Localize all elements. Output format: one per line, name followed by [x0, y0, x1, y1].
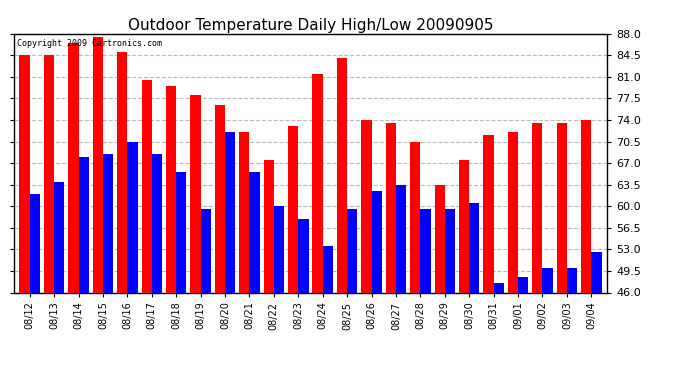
Bar	[201, 209, 211, 292]
Bar	[508, 132, 518, 292]
Bar	[190, 95, 201, 292]
Bar	[542, 268, 553, 292]
Bar	[581, 120, 591, 292]
Bar	[337, 58, 347, 292]
Bar	[239, 132, 250, 292]
Bar	[68, 43, 79, 292]
Bar	[362, 120, 371, 292]
Bar	[128, 142, 137, 292]
Bar	[420, 209, 431, 292]
Bar	[493, 283, 504, 292]
Bar	[117, 52, 128, 292]
Bar	[264, 160, 274, 292]
Bar	[591, 252, 602, 292]
Bar	[79, 157, 89, 292]
Title: Outdoor Temperature Daily High/Low 20090905: Outdoor Temperature Daily High/Low 20090…	[128, 18, 493, 33]
Bar	[410, 142, 420, 292]
Bar	[484, 135, 493, 292]
Bar	[347, 209, 357, 292]
Text: Copyright 2009 Cartronics.com: Copyright 2009 Cartronics.com	[17, 39, 161, 48]
Bar	[250, 172, 259, 292]
Bar	[445, 209, 455, 292]
Bar	[435, 185, 445, 292]
Bar	[532, 123, 542, 292]
Bar	[298, 219, 308, 292]
Bar	[103, 154, 113, 292]
Bar	[518, 277, 529, 292]
Bar	[152, 154, 162, 292]
Bar	[141, 80, 152, 292]
Bar	[44, 56, 54, 292]
Bar	[54, 182, 64, 292]
Bar	[166, 86, 176, 292]
Bar	[176, 172, 186, 292]
Bar	[557, 123, 567, 292]
Bar	[386, 123, 396, 292]
Bar	[313, 74, 323, 292]
Bar	[215, 105, 225, 292]
Bar	[92, 37, 103, 292]
Bar	[225, 132, 235, 292]
Bar	[30, 194, 40, 292]
Bar	[396, 185, 406, 292]
Bar	[274, 206, 284, 292]
Bar	[371, 191, 382, 292]
Bar	[323, 246, 333, 292]
Bar	[459, 160, 469, 292]
Bar	[288, 126, 298, 292]
Bar	[469, 203, 480, 292]
Bar	[19, 56, 30, 292]
Bar	[567, 268, 577, 292]
